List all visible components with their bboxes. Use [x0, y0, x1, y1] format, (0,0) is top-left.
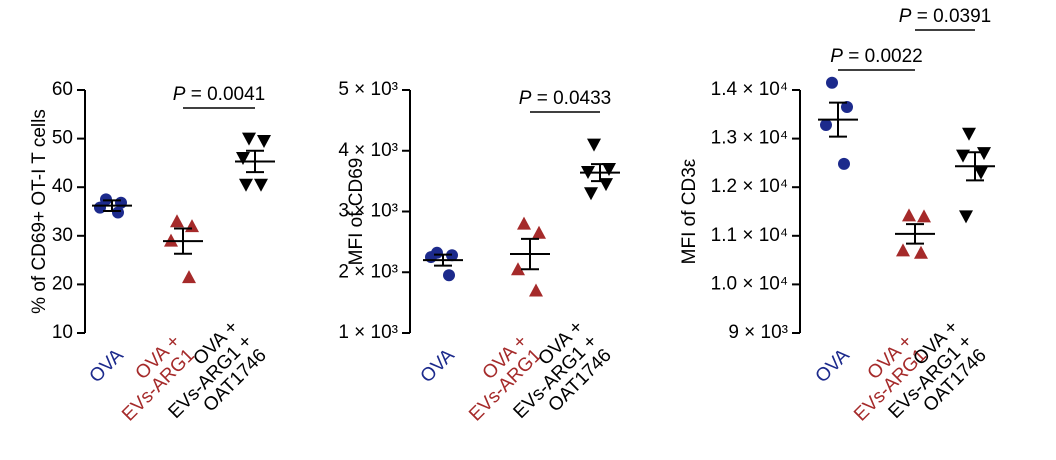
label-line: OVA	[86, 345, 128, 387]
p-value: P = 0.0391	[899, 6, 991, 27]
y-tick-label: 1.2 × 10⁴	[711, 176, 788, 197]
data-point	[584, 187, 598, 201]
y-tick-label: 1.1 × 10⁴	[711, 225, 788, 246]
data-point	[602, 162, 616, 176]
y-tick-label: 10	[52, 322, 73, 343]
data-point	[826, 76, 838, 89]
y-tick-label: 1.4 × 10⁴	[711, 79, 788, 100]
data-point	[902, 208, 916, 222]
y-tick-label: 1.3 × 10⁴	[711, 128, 788, 149]
x-tick-label: OVA	[86, 345, 128, 387]
data-point	[236, 152, 250, 166]
p-symbol: P	[830, 46, 843, 67]
data-point	[242, 132, 256, 146]
data-point	[977, 147, 991, 161]
x-tick-label: OVA	[812, 345, 854, 387]
data-point	[443, 269, 455, 282]
data-point	[820, 118, 832, 131]
p-rest: = 0.0433	[531, 88, 611, 109]
p-rest: = 0.0041	[185, 84, 265, 105]
y-tick-label: 9 × 10³	[728, 322, 788, 343]
data-point	[841, 101, 853, 114]
y-tick-label: 2 × 10³	[338, 261, 398, 282]
data-point	[532, 225, 546, 239]
data-point	[185, 219, 199, 233]
data-point	[170, 214, 184, 228]
x-tick-label: OVA	[417, 345, 459, 387]
p-symbol: P	[173, 84, 186, 105]
data-point	[599, 178, 613, 192]
y-tick-label: 30	[52, 225, 73, 246]
label-line: OVA	[812, 345, 854, 387]
y-tick-label: 50	[52, 128, 73, 149]
p-rest: = 0.0022	[843, 46, 923, 67]
label-line: OVA	[417, 345, 459, 387]
p-value: P = 0.0433	[519, 88, 611, 109]
y-axis-label: MFI of CD3ε	[679, 158, 700, 264]
y-tick-label: 60	[52, 79, 73, 100]
data-point	[587, 138, 601, 152]
data-point	[914, 245, 928, 259]
data-point	[974, 166, 988, 180]
y-tick-label: 1.0 × 10⁴	[711, 273, 788, 294]
y-axis-label: MFI of CD69	[346, 158, 367, 266]
p-value: P = 0.0022	[830, 46, 922, 67]
data-point	[239, 178, 253, 192]
data-point	[257, 135, 271, 149]
y-tick-label: 1 × 10³	[338, 322, 398, 343]
p-value: P = 0.0041	[173, 84, 265, 105]
data-point	[112, 206, 124, 219]
p-symbol: P	[899, 6, 912, 27]
data-point	[529, 283, 543, 297]
p-rest: = 0.0391	[911, 6, 991, 27]
data-point	[254, 178, 268, 192]
data-point	[182, 270, 196, 284]
data-point	[517, 216, 531, 230]
data-point	[511, 262, 525, 276]
y-axis-label: % of CD69+ OT-I T cells	[29, 109, 50, 314]
y-tick-label: 40	[52, 176, 73, 197]
y-tick-label: 5 × 10³	[338, 79, 398, 100]
data-point	[896, 243, 910, 257]
data-point	[838, 157, 850, 170]
data-point	[917, 209, 931, 223]
y-tick-label: 4 × 10³	[338, 140, 398, 161]
data-point	[962, 127, 976, 141]
data-point	[959, 210, 973, 224]
p-symbol: P	[519, 88, 532, 109]
y-tick-label: 20	[52, 273, 73, 294]
data-point	[425, 251, 437, 264]
y-tick-label: 3 × 10³	[338, 201, 398, 222]
